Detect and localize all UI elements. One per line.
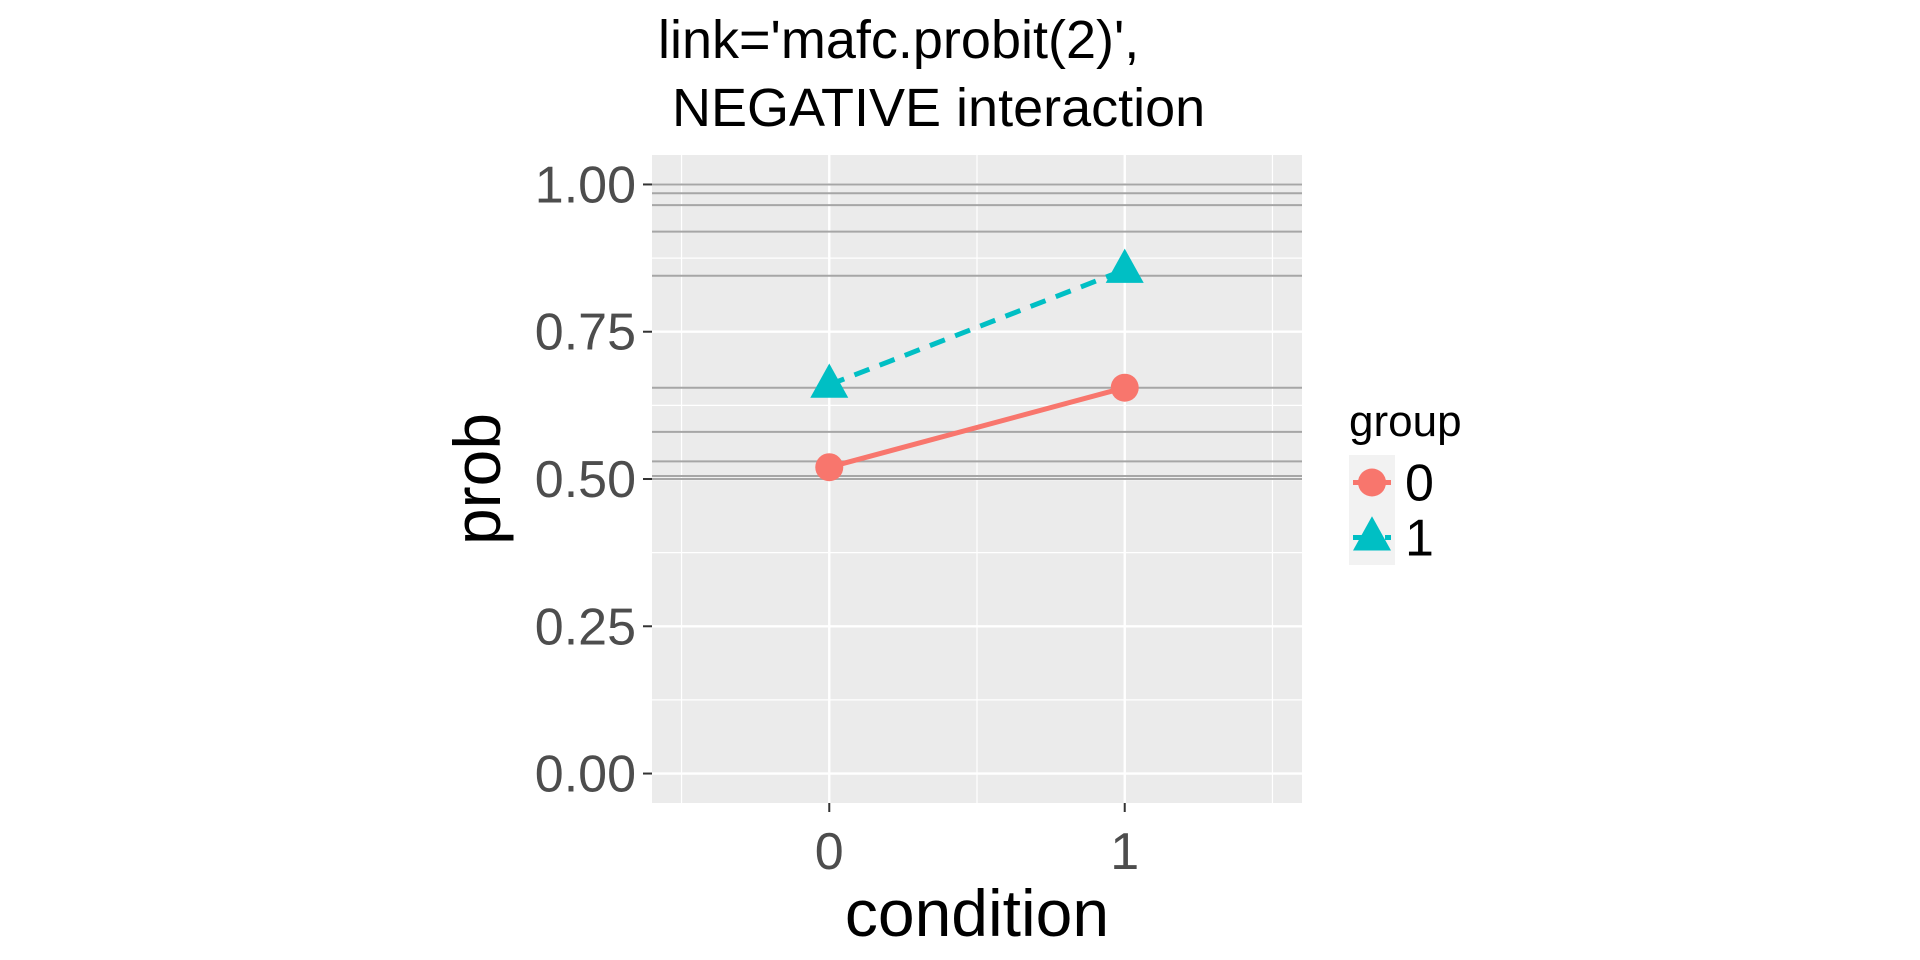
legend-marker-1 bbox=[1353, 516, 1391, 551]
chart-subtitle: NEGATIVE interaction bbox=[672, 78, 1205, 138]
y-tick-label: 0.25 bbox=[535, 598, 636, 656]
y-axis-title: prob bbox=[440, 413, 514, 545]
x-tick-label: 0 bbox=[815, 823, 844, 881]
x-axis-title: condition bbox=[845, 876, 1109, 950]
legend-label-0: 0 bbox=[1405, 455, 1434, 513]
data-point-0 bbox=[815, 453, 844, 482]
series-line-0 bbox=[828, 385, 1126, 470]
y-tick-label: 0.50 bbox=[535, 451, 636, 509]
y-tick-label: 1.00 bbox=[535, 156, 636, 214]
y-axis: 0.00 0.25 0.50 0.75 1.00 bbox=[535, 156, 652, 804]
data-point-1 bbox=[810, 363, 849, 398]
legend-label-1: 1 bbox=[1405, 510, 1434, 568]
x-tick-label: 1 bbox=[1110, 823, 1139, 881]
reference-lines bbox=[652, 183, 1302, 480]
series-points bbox=[810, 248, 1144, 482]
legend-marker-0 bbox=[1358, 468, 1386, 497]
data-point-1 bbox=[1105, 248, 1144, 283]
legend-title: group bbox=[1349, 397, 1462, 446]
legend: group 01 bbox=[1349, 397, 1462, 568]
y-tick-label: 0.00 bbox=[535, 746, 636, 804]
series-lines bbox=[828, 267, 1126, 470]
chart-title: link='mafc.probit(2)', bbox=[658, 10, 1139, 70]
y-tick-label: 0.75 bbox=[535, 304, 636, 362]
data-point-0 bbox=[1110, 373, 1139, 402]
